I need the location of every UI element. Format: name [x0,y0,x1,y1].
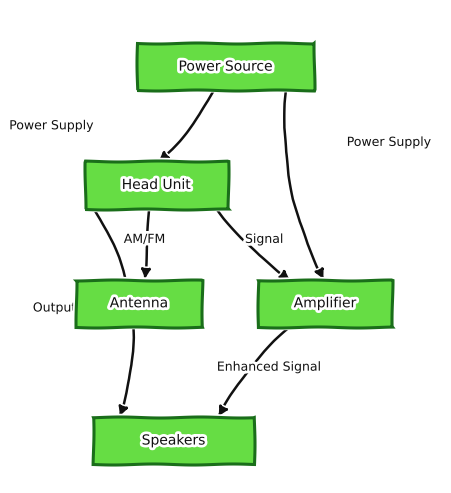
FancyBboxPatch shape [76,280,202,327]
Text: Output: Output [33,302,76,315]
Text: Speakers: Speakers [142,433,205,448]
FancyBboxPatch shape [258,280,392,327]
Text: Head Unit: Head Unit [122,178,191,192]
Text: Power Supply: Power Supply [347,136,431,149]
FancyBboxPatch shape [93,417,253,464]
Text: Enhanced Signal: Enhanced Signal [217,361,322,374]
Text: AM/FM: AM/FM [124,233,165,246]
Text: Signal: Signal [245,233,284,246]
Text: Antenna: Antenna [110,296,168,310]
Text: Amplifier: Amplifier [294,296,356,310]
FancyBboxPatch shape [137,43,314,90]
Text: Power Source: Power Source [179,60,272,73]
Text: Power Supply: Power Supply [9,119,93,132]
FancyBboxPatch shape [85,161,228,209]
